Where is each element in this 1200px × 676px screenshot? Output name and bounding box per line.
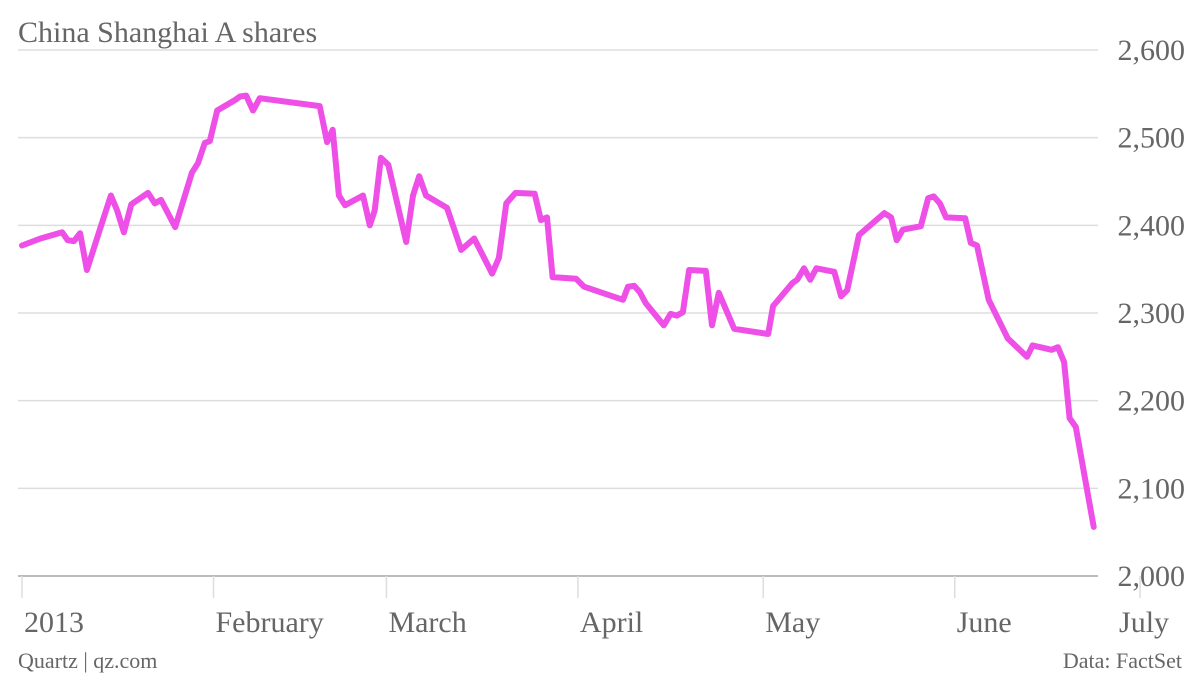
y-tick-label: 2,300: [1118, 297, 1186, 330]
source: Data: FactSet: [1063, 648, 1182, 673]
x-tick-label: 2013: [24, 606, 84, 639]
y-tick-label: 2,400: [1118, 209, 1186, 242]
y-tick-label: 2,100: [1118, 472, 1186, 505]
line: [19, 92, 1097, 530]
y-tick-label: 2,600: [1118, 34, 1186, 67]
y-tick-label: 2,500: [1118, 122, 1186, 155]
chart-title: China Shanghai A shares: [18, 16, 317, 49]
x-tick-label: March: [388, 606, 466, 639]
x-tick-label: July: [1119, 606, 1169, 639]
x-tick-label: February: [215, 606, 323, 639]
x-tick-label: June: [957, 606, 1012, 639]
y-tick-label: 2,000: [1118, 560, 1186, 593]
x-tick-label: April: [580, 606, 643, 639]
credit: Quartz | qz.com: [18, 648, 157, 673]
y-tick-label: 2,200: [1118, 385, 1186, 418]
x-tick-label: May: [765, 606, 820, 639]
